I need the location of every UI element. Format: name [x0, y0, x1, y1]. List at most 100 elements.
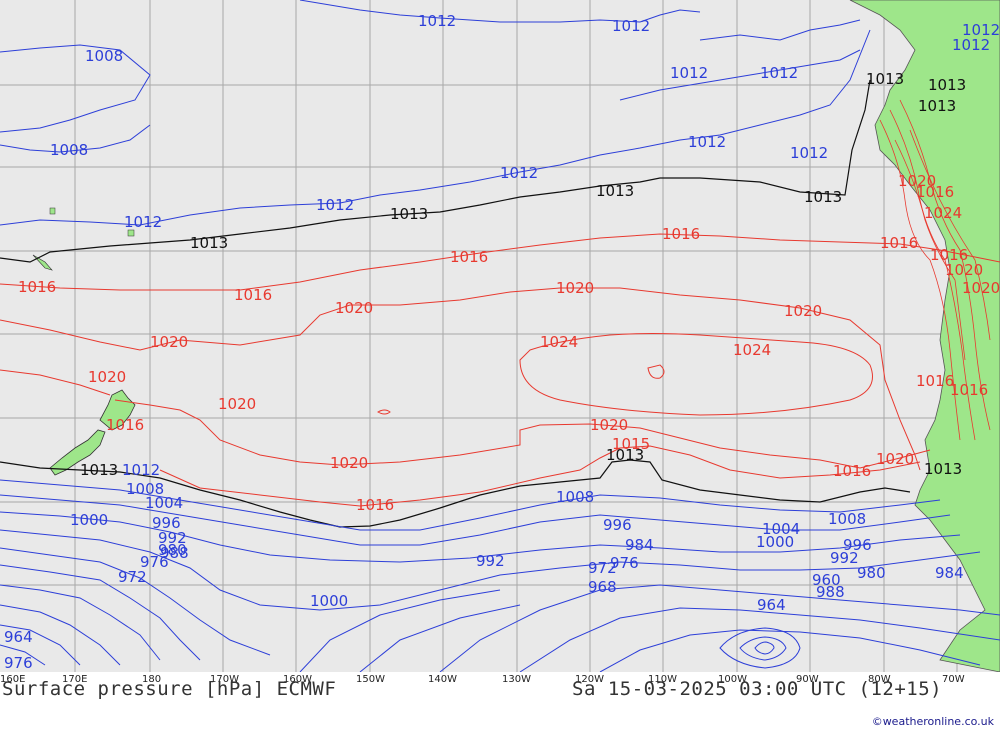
- label: 1016: [880, 234, 918, 252]
- lon-label: 100W: [718, 674, 747, 685]
- label: 1015: [612, 435, 650, 453]
- label: 1016: [916, 183, 954, 201]
- label: 976: [140, 553, 169, 571]
- label: 996: [152, 514, 181, 532]
- label: 992: [830, 549, 859, 567]
- lon-label: 120W: [575, 674, 604, 685]
- lon-label: 130W: [502, 674, 531, 685]
- label: 1013: [866, 70, 904, 88]
- map-canvas: 1012 1012 1008 1008 1012 1012 1012 1012 …: [0, 0, 1000, 673]
- label: 1012: [612, 17, 650, 35]
- label: 1020: [335, 299, 373, 317]
- south-america-land: [849, 0, 1000, 673]
- label: 980: [857, 564, 886, 582]
- credit-link[interactable]: ©weatheronline.co.uk: [871, 715, 994, 728]
- label: 1012: [418, 12, 456, 30]
- label: 1016: [950, 381, 988, 399]
- label: 1016: [356, 496, 394, 514]
- label: 1016: [916, 372, 954, 390]
- label: 1000: [310, 592, 348, 610]
- black-isobar-labels: 1013 1013 1013 1013 1013 1013 1013 1013 …: [80, 70, 966, 479]
- label: 1012: [124, 213, 162, 231]
- label: 1020: [898, 172, 936, 190]
- label: 1013: [804, 188, 842, 206]
- label: 1013: [918, 97, 956, 115]
- label: 1013: [80, 461, 118, 479]
- label: 976: [610, 554, 639, 572]
- andes-isobars: [879, 99, 991, 441]
- label: 1008: [50, 141, 88, 159]
- label: 1012: [316, 196, 354, 214]
- label: 972: [588, 559, 617, 577]
- red-isobar-labels: 1016 1016 1016 1016 1016 1020 1020 1020 …: [18, 172, 1000, 514]
- label: 960: [812, 571, 841, 589]
- label: 1004: [145, 494, 183, 512]
- label: 972: [118, 568, 147, 586]
- pressure-map: 1012 1012 1008 1008 1012 1012 1012 1012 …: [0, 0, 1000, 673]
- valid-time: Sa 15-03-2025 03:00 UTC (12+15): [572, 678, 943, 700]
- label: 1008: [556, 488, 594, 506]
- lon-label: 110W: [648, 674, 677, 685]
- label: 1016: [18, 278, 56, 296]
- label: 1020: [876, 450, 914, 468]
- footer-bar: [0, 672, 1000, 733]
- low-pressure-isobars: [0, 0, 871, 226]
- new-zealand-south-island: [49, 429, 106, 476]
- label: 1013: [390, 205, 428, 223]
- label: 1000: [756, 533, 794, 551]
- lon-label: 80W: [868, 674, 891, 685]
- label: 1000: [70, 511, 108, 529]
- label: 1020: [962, 279, 1000, 297]
- lon-label: 160E: [0, 674, 26, 685]
- label: 988: [160, 544, 189, 562]
- label: 968: [588, 578, 617, 596]
- label: 1008: [828, 510, 866, 528]
- label: 1016: [234, 286, 272, 304]
- lon-label: 170W: [210, 674, 239, 685]
- label: 1020: [218, 395, 256, 413]
- lon-label: 180: [142, 674, 162, 685]
- label: 1008: [85, 47, 123, 65]
- label: 1012: [952, 36, 990, 54]
- label: 988: [816, 583, 845, 601]
- label: 1013: [606, 446, 644, 464]
- label: 964: [4, 628, 33, 646]
- label: 1012: [760, 64, 798, 82]
- label: 1020: [88, 368, 126, 386]
- label: 1012: [500, 164, 538, 182]
- lon-label: 160W: [283, 674, 312, 685]
- label: 1012: [790, 144, 828, 162]
- label: 1013: [190, 234, 228, 252]
- label: 1016: [106, 416, 144, 434]
- lon-label: 170E: [62, 674, 88, 685]
- lon-label: 140W: [428, 674, 457, 685]
- new-caledonia: [32, 254, 53, 271]
- label: 1024: [733, 341, 771, 359]
- label: 1016: [662, 225, 700, 243]
- label: 1024: [540, 333, 578, 351]
- label: 1016: [930, 246, 968, 264]
- label: 996: [843, 536, 872, 554]
- label: 1020: [330, 454, 368, 472]
- new-zealand-north-island: [99, 389, 136, 431]
- blue-isobar-labels: 1012 1012 1008 1008 1012 1012 1012 1012 …: [4, 12, 1000, 672]
- label: 984: [625, 536, 654, 554]
- label: 1013: [596, 182, 634, 200]
- label: 1013: [928, 76, 966, 94]
- label: 1020: [556, 279, 594, 297]
- lon-label: 90W: [796, 674, 819, 685]
- high-pressure-isobars: [0, 233, 1000, 507]
- label: 1016: [833, 462, 871, 480]
- label: 1020: [945, 261, 983, 279]
- label: 1012: [122, 461, 160, 479]
- label: 1020: [150, 333, 188, 351]
- label: 1016: [450, 248, 488, 266]
- label: 1024: [924, 204, 962, 222]
- label: 1008: [126, 480, 164, 498]
- map-title: Surface pressure [hPa] ECMWF: [2, 678, 337, 700]
- label: 1020: [784, 302, 822, 320]
- label: 1012: [670, 64, 708, 82]
- label: 1004: [762, 520, 800, 538]
- label: 992: [476, 552, 505, 570]
- label: 984: [935, 564, 964, 582]
